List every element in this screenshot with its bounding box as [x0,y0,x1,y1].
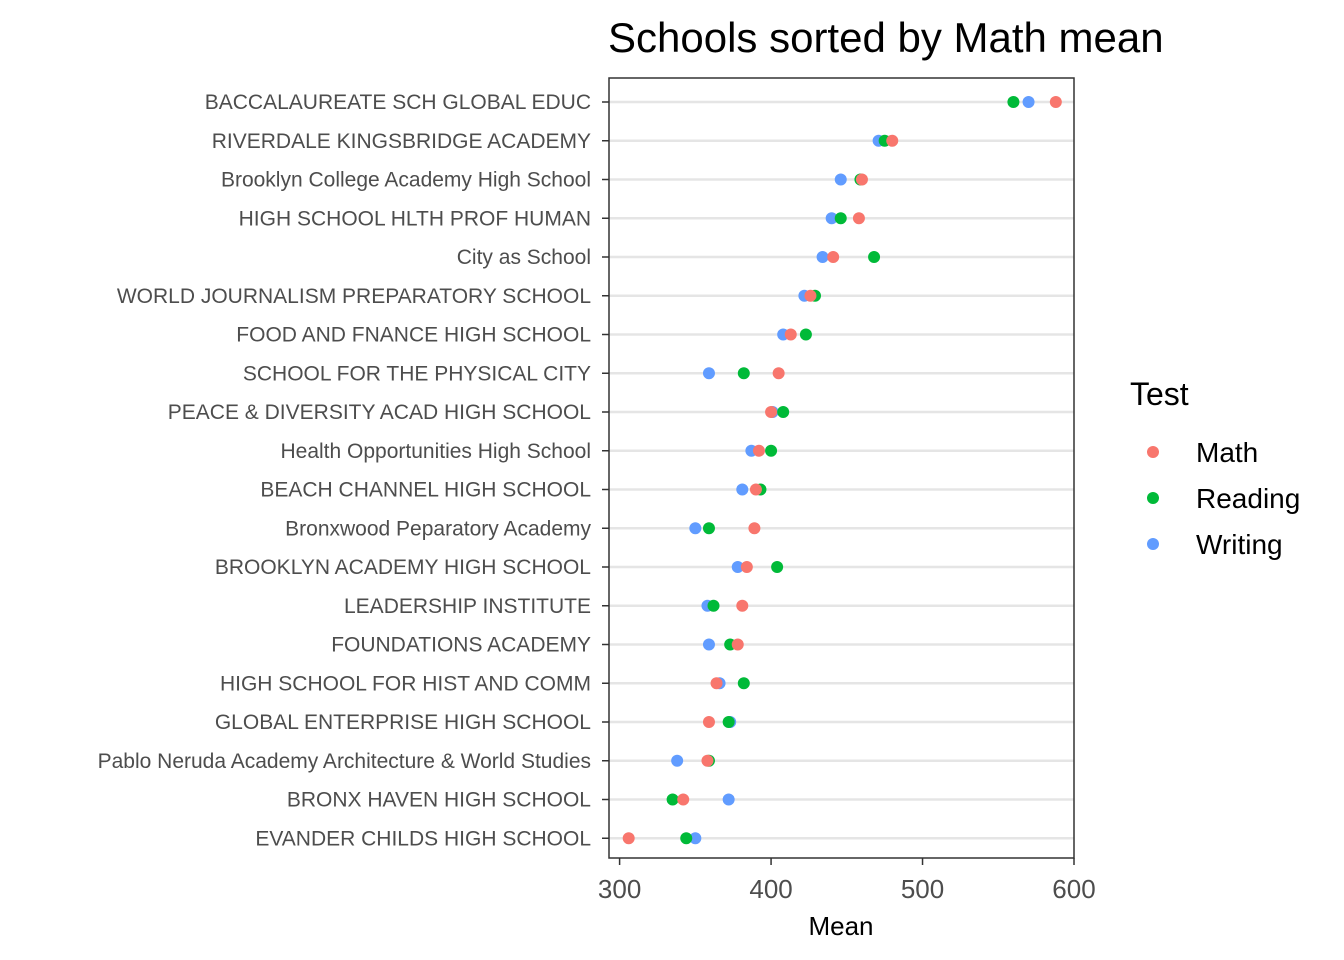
point-reading [1007,96,1020,108]
point-writing [689,832,702,845]
point-reading [834,212,847,225]
point-math [772,367,785,380]
point-reading [666,793,679,806]
y-tick-label: HIGH SCHOOL FOR HIST AND COMM [220,672,591,695]
legend-title: Test [1130,376,1189,412]
y-tick-label: HIGH SCHOOL HLTH PROF HUMAN [239,207,591,230]
y-tick-label: Bronxwood Peparatory Academy [285,517,591,540]
y-tick-label: WORLD JOURNALISM PREPARATORY SCHOOL [117,285,591,308]
point-math [740,561,753,573]
legend-label-writing: Writing [1196,529,1283,560]
point-math [1049,96,1062,108]
point-math [886,134,899,147]
point-reading [799,328,812,341]
point-math [677,793,690,806]
y-tick-label: FOOD AND FNANCE HIGH SCHOOL [236,324,591,347]
y-tick-label: BEACH CHANNEL HIGH SCHOOL [260,479,591,502]
y-tick-label: BROOKLYN ACADEMY HIGH SCHOOL [215,556,591,579]
point-math [710,677,723,690]
y-tick-label: RIVERDALE KINGSBRIDGE ACADEMY [212,130,591,153]
point-math [701,754,714,767]
point-reading [680,832,693,845]
point-math [852,212,865,225]
legend-key-reading [1147,492,1159,504]
x-tick-label: 400 [749,874,792,904]
point-math [827,251,840,263]
y-tick-label: FOUNDATIONS ACADEMY [331,634,591,657]
point-math [749,483,762,496]
y-tick-label: GLOBAL ENTERPRISE HIGH SCHOOL [215,711,591,734]
point-math [702,716,715,728]
y-tick-label: BACCALAUREATE SCH GLOBAL EDUC [205,91,591,114]
point-reading [707,599,720,612]
point-math [731,638,744,651]
legend-key-math [1147,446,1159,458]
y-axis-labels: BACCALAUREATE SCH GLOBAL EDUC RIVERDALE K… [98,91,609,850]
y-tick-label: LEADERSHIP INSTITUTE [344,595,591,618]
point-math [622,832,635,845]
point-writing [722,793,735,806]
point-math [765,406,778,418]
point-writing [834,173,847,186]
x-axis: 300 400 500 600 [598,858,1096,904]
point-math [784,328,797,341]
x-tick-label: 300 [598,874,641,904]
point-math [855,173,868,186]
legend-key-writing [1147,538,1159,550]
y-tick-label: EVANDER CHILDS HIGH SCHOOL [255,827,591,850]
chart-title: Schools sorted by Math mean [608,14,1164,61]
y-tick-label: Pablo Neruda Academy Architecture & Worl… [98,750,591,773]
y-tick-label: PEACE & DIVERSITY ACAD HIGH SCHOOL [168,401,591,424]
point-writing [736,483,749,496]
y-tick-label: Health Opportunities High School [280,440,591,463]
point-reading [702,522,715,535]
y-tick-label: SCHOOL FOR THE PHYSICAL CITY [243,362,591,385]
point-reading [771,561,784,573]
y-tick-label: City as School [457,246,591,269]
legend-label-math: Math [1196,437,1258,468]
point-writing [731,561,744,573]
x-tick-label: 600 [1052,874,1095,904]
point-math [748,522,761,535]
point-math [752,444,765,457]
point-reading [868,251,881,263]
y-tick-label: Brooklyn College Academy High School [221,169,591,192]
panel-border [608,77,1075,859]
point-reading [737,677,750,690]
x-tick-label: 500 [901,874,944,904]
point-writing [825,212,838,225]
point-writing [816,251,829,263]
point-writing [1022,96,1035,108]
point-writing [671,754,684,767]
y-tick-label: BRONX HAVEN HIGH SCHOOL [287,789,591,812]
legend-label-reading: Reading [1196,483,1300,514]
point-reading [737,367,750,380]
point-reading [765,444,778,457]
data-points [622,96,1062,845]
gridlines [609,100,1074,840]
x-axis-title: Mean [808,911,873,941]
point-math [804,289,817,302]
point-writing [689,522,702,535]
point-reading [722,716,735,728]
point-writing [702,638,715,651]
legend: Test Math Reading Writing [1130,376,1300,560]
point-math [736,599,749,612]
point-reading [777,406,790,418]
point-writing [702,367,715,380]
